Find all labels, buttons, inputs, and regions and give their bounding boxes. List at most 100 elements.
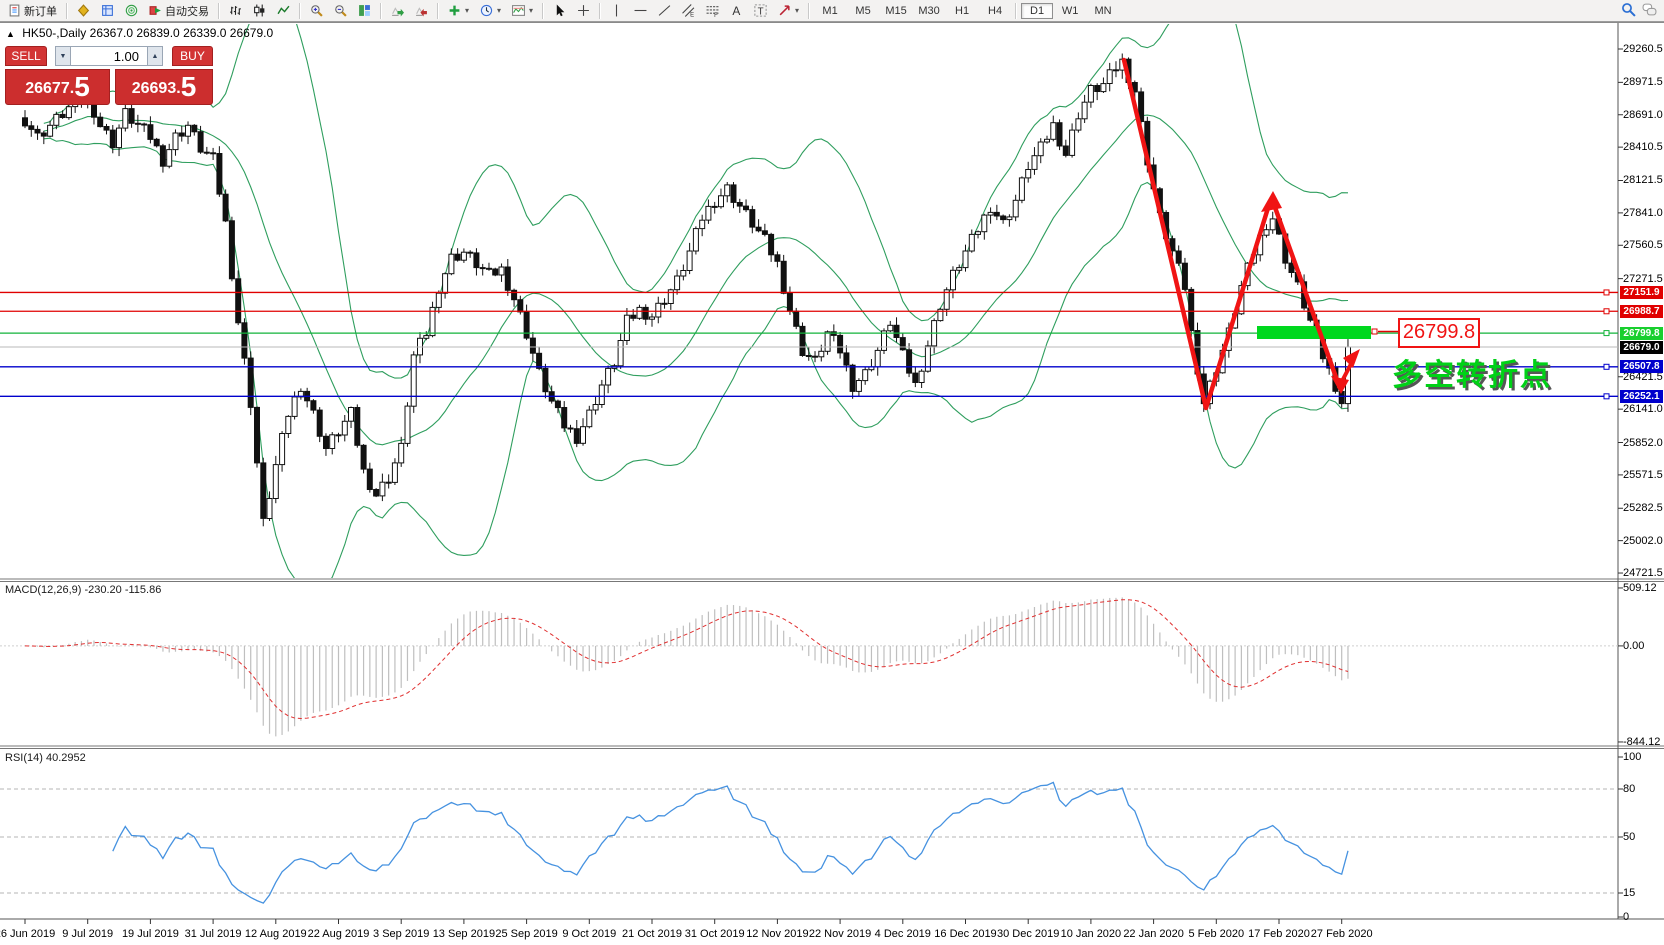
candle-body bbox=[1169, 238, 1176, 252]
timeframe-button-M30[interactable]: M30 bbox=[918, 4, 940, 17]
vertical-line-button[interactable] bbox=[605, 1, 628, 21]
price-axis-tick-label: 27560.5 bbox=[1623, 239, 1663, 252]
candle-body bbox=[473, 252, 480, 269]
zoom-out-button[interactable] bbox=[329, 1, 352, 21]
chart-shift-button[interactable] bbox=[410, 1, 433, 21]
candle-body bbox=[1062, 145, 1069, 156]
candle-body bbox=[1288, 262, 1295, 274]
candle-body bbox=[855, 380, 862, 392]
market-watch-button[interactable] bbox=[72, 1, 95, 21]
zoom-in-icon bbox=[310, 4, 323, 17]
volume-input[interactable]: 1.00 bbox=[71, 46, 147, 66]
candle-body bbox=[435, 292, 442, 308]
candle-body bbox=[1006, 216, 1013, 221]
candle-body bbox=[981, 214, 988, 233]
candle-body bbox=[391, 462, 398, 483]
periods-dropdown-icon[interactable]: ▾ bbox=[497, 6, 502, 15]
candle-body bbox=[159, 145, 166, 167]
sell-price-display[interactable]: 26677. 5 bbox=[5, 69, 110, 105]
text-button[interactable]: A bbox=[725, 1, 748, 21]
toolbar-separator bbox=[599, 2, 602, 19]
candle-body bbox=[649, 316, 655, 320]
indicators-dropdown-icon[interactable]: ▾ bbox=[465, 6, 470, 15]
auto-trading-button[interactable]: 自动交易 bbox=[144, 1, 214, 21]
horizontal-line-button[interactable] bbox=[629, 1, 652, 21]
candle-body bbox=[1113, 69, 1119, 72]
volume-decrease-button[interactable]: ▼ bbox=[55, 46, 71, 66]
tile-windows-button[interactable] bbox=[353, 1, 376, 21]
search-icon[interactable] bbox=[1621, 2, 1636, 20]
auto-scroll-button[interactable] bbox=[386, 1, 409, 21]
chart-bars-button[interactable] bbox=[224, 1, 247, 21]
toolbar-separator bbox=[808, 2, 811, 19]
buy-price-display[interactable]: 26693. 5 bbox=[115, 69, 213, 105]
navigator-button[interactable] bbox=[96, 1, 119, 21]
indicators-button[interactable]: ▾ bbox=[443, 1, 474, 21]
one-click-trading-panel: SELL ▼ 1.00 ▲ BUY 26677. 5 26693. 5 bbox=[5, 46, 213, 105]
arrows-dropdown-icon[interactable]: ▾ bbox=[795, 6, 800, 15]
templates-dropdown-icon[interactable]: ▾ bbox=[529, 6, 534, 15]
volume-increase-button[interactable]: ▲ bbox=[147, 46, 163, 66]
candle-body bbox=[97, 116, 104, 128]
timeframe-button-MN[interactable]: MN bbox=[1094, 4, 1112, 17]
date-axis-label: 10 Jan 2020 bbox=[1060, 928, 1122, 940]
cursor-button[interactable] bbox=[548, 1, 571, 21]
price-axis-tick-label: 28410.5 bbox=[1623, 141, 1663, 154]
tile-windows-icon bbox=[358, 4, 371, 17]
timeframe-button-W1[interactable]: W1 bbox=[1061, 4, 1079, 17]
timeframe-button-M15[interactable]: M15 bbox=[885, 4, 907, 17]
candle-body bbox=[241, 322, 248, 359]
timeframe-button-M1[interactable]: M1 bbox=[822, 4, 838, 17]
periods-button[interactable]: ▾ bbox=[475, 1, 506, 21]
buy-button[interactable]: BUY bbox=[172, 46, 213, 66]
candle-body bbox=[730, 184, 737, 203]
arrows-button[interactable]: ▾ bbox=[773, 1, 804, 21]
candle-body bbox=[1263, 229, 1270, 236]
sell-button[interactable]: SELL bbox=[5, 46, 47, 66]
fibonacci-button[interactable]: F bbox=[701, 1, 724, 21]
text-label-button[interactable]: T bbox=[749, 1, 772, 21]
candle-body bbox=[373, 489, 380, 497]
candle-body bbox=[705, 205, 712, 221]
toolbar: 新订单 自动交易 ▾ ▾ ▾ E F A T ▾ M1 M5 M15 M30 H1 H4 D1 W1 MN bbox=[0, 0, 1664, 22]
equidistant-channel-icon: E bbox=[682, 4, 695, 17]
timeframe-button-D1[interactable]: D1 bbox=[1021, 2, 1054, 19]
timeframe-button-M5[interactable]: M5 bbox=[855, 4, 871, 17]
toolbar-separator bbox=[299, 2, 301, 19]
rsi-indicator bbox=[0, 781, 1618, 904]
crosshair-button[interactable] bbox=[572, 1, 595, 21]
chart-line-button[interactable] bbox=[272, 1, 295, 21]
templates-button[interactable]: ▾ bbox=[507, 1, 538, 21]
candle-body bbox=[65, 106, 72, 119]
candle-body bbox=[498, 266, 505, 276]
zoom-in-button[interactable] bbox=[305, 1, 328, 21]
ohlc-values: 26367.0 26839.0 26339.0 26679.0 bbox=[89, 26, 274, 40]
date-axis-label: 9 Oct 2019 bbox=[562, 928, 617, 940]
candle-body bbox=[128, 108, 135, 124]
timeframe-button-H4[interactable]: H4 bbox=[988, 4, 1003, 17]
equidistant-channel-button[interactable]: E bbox=[677, 1, 700, 21]
candle-body bbox=[109, 129, 116, 149]
candle-body bbox=[887, 324, 894, 332]
bollinger-upper bbox=[43, 24, 1349, 379]
new-order-button[interactable]: 新订单 bbox=[3, 1, 62, 21]
rsi-scale-label: 0 bbox=[1623, 911, 1630, 923]
crosshair-icon bbox=[577, 4, 590, 17]
candle-body bbox=[692, 228, 699, 252]
price-axis-tick-label: 27841.0 bbox=[1623, 206, 1663, 219]
trendline-button[interactable] bbox=[653, 1, 676, 21]
collapse-panel-icon[interactable]: ▲ bbox=[6, 29, 15, 39]
candle-body bbox=[379, 481, 386, 497]
rsi-scale-label: 100 bbox=[1623, 751, 1642, 763]
candle-body bbox=[950, 269, 956, 291]
chat-icon[interactable] bbox=[1642, 2, 1657, 20]
chart-candles-button[interactable] bbox=[248, 1, 271, 21]
candle-body bbox=[736, 202, 743, 207]
timeframe-button-H1[interactable]: H1 bbox=[955, 4, 970, 17]
price-level-chip: 26988.7 bbox=[1620, 304, 1663, 318]
terminal-button[interactable] bbox=[120, 1, 143, 21]
candle-body bbox=[116, 127, 122, 149]
price-callout-box[interactable]: 26799.8 bbox=[1398, 318, 1480, 348]
